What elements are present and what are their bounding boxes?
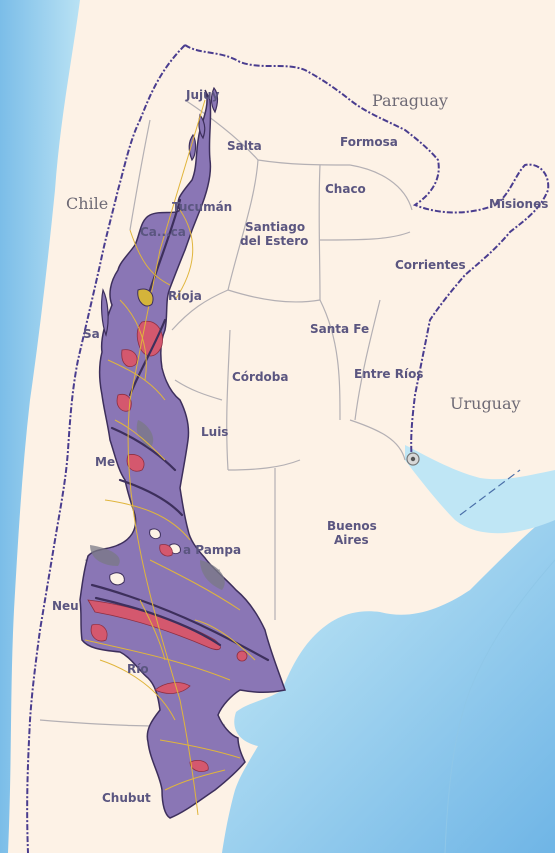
- province-label-rio-negro: Río: [127, 662, 149, 676]
- province-label-misiones: Misiones: [489, 197, 548, 211]
- province-label-chaco: Chaco: [325, 182, 366, 196]
- country-label-chile: Chile: [66, 194, 108, 213]
- country-label-paraguay: Paraguay: [372, 91, 448, 110]
- province-label-san-juan: Sa: [83, 327, 100, 341]
- country-label-uruguay: Uruguay: [450, 394, 521, 413]
- province-label-tucuman: Tucumán: [172, 200, 232, 214]
- province-label-chubut: Chubut: [102, 791, 151, 805]
- shelf-contour: [444, 559, 555, 853]
- yellow-patch: [137, 288, 154, 307]
- province-label-santa-fe: Santa Fe: [310, 322, 369, 336]
- road-network: [84, 99, 256, 816]
- province-label-mendoza: Me: [95, 455, 115, 469]
- hotspot-areas: [87, 320, 248, 772]
- maritime-limit: [459, 469, 521, 516]
- province-label-buenos-aires: Buenos: [327, 519, 377, 533]
- province-label-jujuy: Jujuy: [185, 88, 220, 102]
- river-lines: [90, 198, 270, 662]
- province-label-san-luis: Luis: [201, 425, 228, 439]
- province-label-salta: Salta: [227, 139, 262, 153]
- atlantic-ocean: [222, 510, 555, 853]
- gray-areas: [90, 420, 225, 590]
- province-label-buenos-aires-line2: Aires: [334, 533, 369, 547]
- location-marker-icon[interactable]: [406, 452, 420, 466]
- province-label-catamarca: Ca...ca: [140, 225, 186, 239]
- province-label-corrientes: Corrientes: [395, 258, 466, 272]
- province-label-santiago-del-estero-line2: del Estero: [240, 234, 308, 248]
- argentina-bolivia-paraguay-border: [184, 44, 550, 461]
- province-label-entre-rios: Entre Ríos: [354, 367, 423, 381]
- pacific-ocean: [0, 0, 80, 853]
- province-label-cordoba: Córdoba: [232, 370, 289, 384]
- highlighted-region: [79, 86, 286, 819]
- province-label-la-rioja: Rioja: [168, 289, 202, 303]
- rio-de-la-plata: [405, 445, 555, 534]
- argentina-chile-border: [26, 44, 186, 853]
- province-label-neuquen: Neu: [52, 599, 79, 613]
- province-label-formosa: Formosa: [340, 135, 398, 149]
- province-label-la-pampa: a Pampa: [183, 543, 241, 557]
- province-label-santiago-del-estero: Santiago: [245, 220, 305, 234]
